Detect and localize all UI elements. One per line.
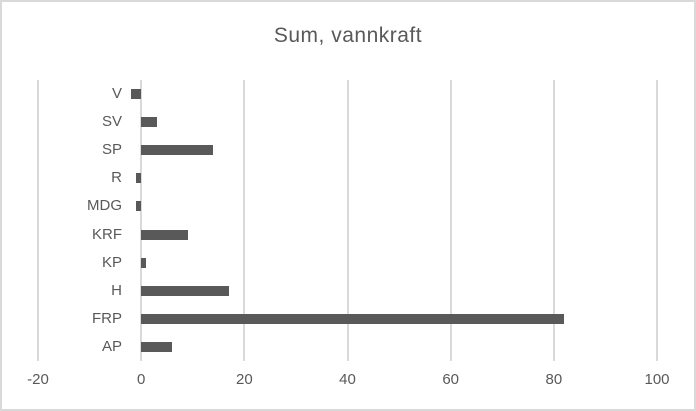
bar-mdg — [136, 201, 142, 212]
value-axis: -20 0 20 40 60 80 100 — [27, 371, 669, 393]
category-label-ap: AP — [101, 337, 122, 355]
bar-kp — [141, 257, 147, 268]
category-label-mdg: MDG — [87, 197, 122, 215]
gridline-40 — [346, 80, 349, 361]
category-label-v: V — [111, 85, 122, 103]
bar-v — [130, 89, 142, 100]
category-label-frp: FRP — [92, 309, 122, 327]
gridline-80 — [552, 80, 555, 361]
x-tick-label-20: 20 — [235, 371, 253, 388]
gridline-0 — [140, 80, 143, 361]
category-label-sv: SV — [101, 113, 122, 131]
gridline-20 — [243, 80, 246, 361]
plot-area — [37, 80, 658, 361]
x-tick-label-100: 100 — [644, 371, 670, 388]
bar-krf — [141, 229, 188, 240]
category-label-r: R — [111, 169, 122, 187]
bar-sv — [141, 117, 157, 128]
bar-ap — [141, 341, 173, 352]
category-label-sp: SP — [101, 141, 122, 159]
x-tick-label--20: -20 — [27, 371, 49, 388]
category-axis: V SV SP R MDG KRF KP H FRP AP — [2, 80, 124, 361]
category-label-kp: KP — [101, 253, 122, 271]
gridline--20 — [37, 80, 39, 361]
x-tick-label-40: 40 — [339, 371, 356, 388]
bar-r — [136, 173, 142, 184]
x-tick-label-60: 60 — [442, 371, 459, 388]
bar-h — [141, 285, 229, 296]
category-label-krf: KRF — [92, 225, 122, 243]
gridline-100 — [656, 80, 658, 361]
bar-frp — [141, 313, 565, 324]
category-label-h: H — [111, 281, 122, 299]
gridline-60 — [449, 80, 452, 361]
chart-title: Sum, vannkraft — [273, 24, 423, 47]
x-tick-label-80: 80 — [545, 371, 563, 388]
bar-sp — [141, 145, 214, 156]
x-tick-label-0: 0 — [136, 371, 146, 388]
